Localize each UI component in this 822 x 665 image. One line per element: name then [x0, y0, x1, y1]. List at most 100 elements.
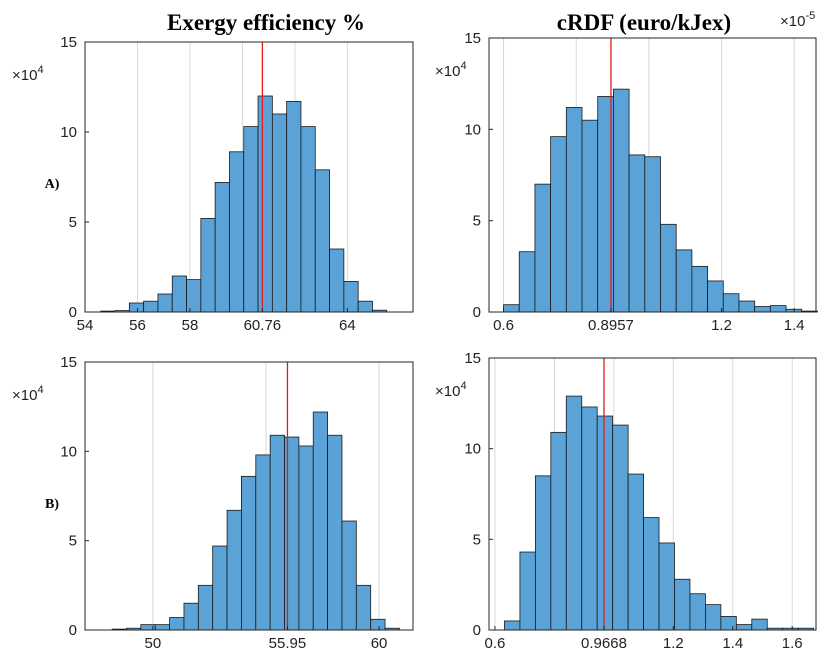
histogram-bar	[720, 616, 737, 631]
axes-box	[488, 37, 817, 313]
histogram-bar	[534, 183, 552, 313]
histogram-bar	[643, 517, 660, 631]
y-tick-label: 10	[464, 121, 481, 138]
histogram-bar	[284, 436, 300, 631]
x-tick-label: 60	[371, 635, 388, 652]
x-tick-label: 1.4	[784, 317, 805, 334]
x-tick-label: 56	[129, 317, 146, 334]
histogram-bar	[300, 126, 316, 313]
x-tick-label: 64	[339, 317, 356, 334]
x-tick-label: 1.2	[711, 317, 732, 334]
y-multiplier: ×104	[435, 380, 467, 400]
histogram-bar	[241, 475, 257, 631]
histogram-b-crdf: 0.6 0.9668 1.2 1.4 1.6 0 5 10 15 ×104	[435, 350, 817, 652]
histogram-bar	[689, 593, 706, 631]
histogram-bar	[503, 304, 520, 313]
histogram-bar	[674, 578, 691, 631]
histogram-bar	[327, 434, 343, 631]
x-tick-label: 1.4	[722, 635, 743, 652]
y-tick-label: 10	[60, 124, 77, 141]
histogram-bar	[298, 445, 314, 631]
x-tick-label: 0.6	[485, 635, 506, 652]
histogram-bar	[214, 181, 230, 313]
y-tick-label: 15	[60, 354, 77, 371]
histogram-bar	[143, 300, 159, 313]
x-tick-label: 0.9668	[581, 635, 627, 652]
histogram-bar	[754, 306, 771, 313]
y-tick-label: 5	[69, 214, 77, 231]
y-multiplier: ×104	[435, 60, 467, 80]
histogram-bar	[675, 249, 693, 313]
histogram-bar	[154, 624, 171, 631]
y-tick-label: 5	[473, 213, 481, 230]
histogram-bar	[565, 107, 583, 313]
x-tick-label: 0.8957	[588, 317, 634, 334]
column-title-exergy: Exergy efficiency %	[167, 10, 365, 35]
histogram-bar	[550, 136, 567, 313]
axes-box	[84, 41, 414, 313]
histogram-bar	[612, 424, 629, 631]
x-tick-label: 60.76	[244, 317, 282, 334]
histogram-b-exergy: 50 55.95 60 0 5 10 15 ×104	[12, 354, 414, 652]
y-tick-label: 0	[69, 622, 77, 639]
histogram-bar	[660, 223, 677, 313]
histogram-bar	[735, 624, 753, 631]
axes-box	[84, 361, 414, 631]
histogram-a-crdf: 0.6 0.8957 1.2 1.4 0 5 10 15 ×104	[435, 30, 818, 334]
x-tick-label: 55.95	[269, 635, 307, 652]
histogram-bar	[312, 411, 329, 631]
row-label-a: A)	[45, 177, 60, 192]
x-exponent-note: ×10-5	[780, 10, 815, 30]
histogram-bar	[707, 280, 724, 313]
histogram-bar	[226, 509, 242, 631]
x-tick-label: 1.6	[782, 635, 803, 652]
histogram-bar	[212, 545, 228, 631]
y-tick-label: 5	[473, 531, 481, 548]
histogram-bar	[357, 300, 373, 313]
histogram-bar	[157, 293, 173, 313]
histogram-bar	[705, 604, 722, 631]
histogram-bar	[550, 431, 567, 631]
y-tick-label: 0	[69, 304, 77, 321]
histogram-bar	[519, 551, 536, 631]
histogram-bar	[722, 293, 740, 313]
histogram-bar	[596, 415, 614, 631]
histogram-bar	[769, 305, 787, 313]
histogram-bar	[644, 156, 661, 313]
histogram-bar	[738, 300, 756, 313]
axes-box	[488, 357, 817, 631]
histogram-bar	[257, 95, 273, 313]
histogram-bar	[186, 279, 202, 313]
histogram-bar	[169, 617, 185, 631]
histogram-bar	[200, 217, 216, 313]
histogram-bar	[341, 520, 357, 631]
row-label-b: B)	[45, 497, 59, 512]
histogram-bar	[751, 618, 768, 631]
histogram-bar	[534, 475, 552, 631]
histogram-bar	[286, 101, 302, 313]
x-tick-label: 50	[145, 635, 162, 652]
histogram-bar	[229, 151, 245, 313]
histogram-bar	[183, 602, 199, 631]
histogram-bar	[329, 248, 345, 313]
histogram-bar	[658, 542, 675, 631]
x-tick-label: 58	[182, 317, 199, 334]
histogram-bar	[628, 154, 646, 313]
y-tick-label: 0	[473, 622, 481, 639]
histogram-bar	[269, 434, 285, 631]
y-multiplier: ×104	[12, 64, 44, 84]
histogram-bar	[355, 584, 372, 631]
histogram-bar	[581, 119, 599, 313]
histogram-bar	[581, 406, 598, 631]
histogram-bar	[370, 618, 386, 631]
histogram-bar	[243, 126, 259, 313]
y-tick-label: 0	[473, 304, 481, 321]
histogram-bar	[691, 265, 708, 313]
histogram-bar	[314, 169, 330, 313]
histogram-bar	[171, 275, 187, 313]
histogram-bar	[627, 473, 644, 631]
histogram-bar	[343, 280, 359, 313]
x-tick-label: 0.6	[493, 317, 514, 334]
y-tick-label: 10	[464, 441, 481, 458]
